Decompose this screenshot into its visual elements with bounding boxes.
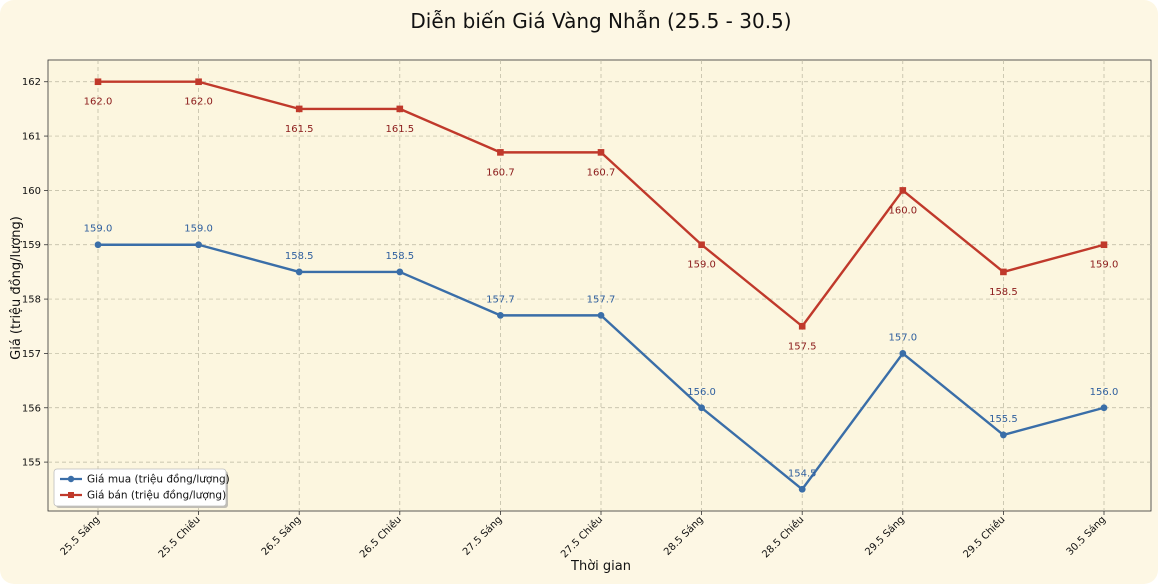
data-point [195,78,202,86]
data-point [1100,404,1108,412]
y-tick-label: 160 [22,186,41,197]
y-axis-ticks: 155 156 157 158 159 160 161 162 [22,77,48,469]
series-sell: 162.0 162.0 161.5 161.5 160.7 160.7 159.0 157.5… [84,78,1119,352]
data-point [1000,268,1007,276]
legend-marker [68,492,74,498]
x-tick-label: 25.5 Sáng [58,514,102,558]
data-point [899,350,907,357]
data-label: 161.5 [285,124,314,135]
data-point [497,311,504,319]
data-label: 161.5 [385,124,414,135]
data-point [94,241,102,249]
data-label: 159.0 [687,260,716,271]
data-point [798,485,806,493]
grid [48,60,1151,511]
y-tick-label: 157 [22,349,41,360]
data-label: 160.7 [587,167,616,178]
y-tick-label: 162 [22,77,41,88]
x-tick-label: 25.5 Chiều [156,514,203,561]
data-point [497,149,504,156]
data-point [1100,241,1108,249]
data-label: 159.0 [184,224,213,235]
legend-label: Giá bán (triệu đồng/lượng) [87,490,226,502]
data-label: 159.0 [1090,260,1119,271]
data-label: 157.7 [587,294,616,305]
legend-label: Giá mua (triệu đồng/lượng) [87,474,230,486]
legend-box [53,468,227,507]
plot-area [47,59,1152,512]
y-tick-label: 161 [22,132,41,143]
data-point [295,268,303,276]
x-axis-label: Thời gian [570,559,631,574]
data-label: 158.5 [285,251,314,262]
x-tick-label: 30.5 Sáng [1064,514,1108,558]
series-layer: 159.0 159.0 158.5 158.5 157.7 157.7 156.0 154.5… [84,78,1119,493]
data-label: 157.0 [888,332,917,343]
data-label: 158.5 [989,287,1018,298]
data-label: 159.0 [84,224,113,235]
chart-title: Diễn biến Giá Vàng Nhẫn (25.5 - 30.5) [410,9,791,33]
data-point [597,149,605,156]
data-point [698,241,705,249]
x-tick-label: 28.5 Chiều [760,514,807,561]
data-point [698,404,705,412]
y-axis-label: Giá (triệu đồng/lượng) [9,216,24,360]
data-point [396,105,404,113]
x-tick-label: 29.5 Chiều [961,514,1008,561]
data-point [396,268,404,276]
data-point [597,311,605,319]
y-tick-label: 158 [22,295,41,306]
data-label: 160.7 [486,167,515,178]
y-tick-label: 156 [22,403,41,414]
y-tick-label: 155 [22,458,41,469]
data-label: 157.7 [486,294,515,305]
data-label: 156.0 [687,387,716,398]
data-label: 162.0 [184,97,213,108]
data-label: 158.5 [385,251,414,262]
x-tick-label: 26.5 Sáng [259,514,303,558]
x-axis-ticks: 25.5 Sáng 25.5 Chiều 26.5 Sáng 26.5 Chiều 27… [58,511,1108,560]
series-buy: 159.0 159.0 158.5 158.5 157.7 157.7 156.0 154.5… [84,224,1119,493]
data-point [94,78,102,86]
data-point [798,322,806,330]
data-label: 155.5 [989,414,1018,425]
y-tick-label: 159 [22,240,41,251]
data-label: 160.0 [888,205,917,216]
data-label: 154.5 [788,468,817,479]
x-tick-label: 26.5 Chiều [357,514,404,561]
legend-marker [67,475,75,483]
x-tick-label: 29.5 Sáng [863,514,907,558]
data-label: 162.0 [84,97,113,108]
data-label: 156.0 [1090,387,1119,398]
data-point [899,187,907,194]
data-point [295,105,303,113]
data-point [1000,431,1007,439]
legend: Giá mua (triệu đồng/lượng) Giá bán (triệu… [53,468,230,508]
data-point [195,241,203,249]
x-tick-label: 27.5 Sáng [460,514,504,558]
data-label: 157.5 [788,341,817,352]
x-tick-label: 27.5 Chiều [558,514,605,561]
x-tick-label: 28.5 Sáng [661,514,705,558]
